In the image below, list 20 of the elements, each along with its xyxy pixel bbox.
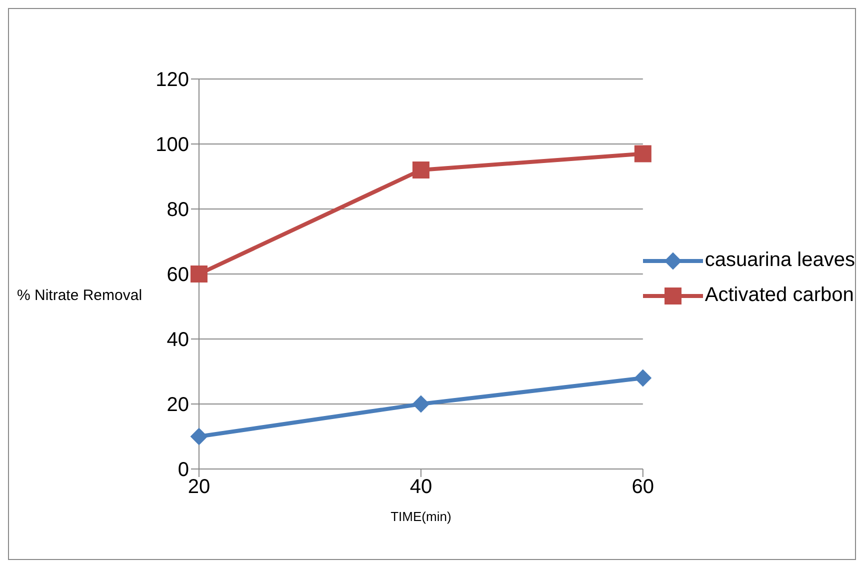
y-tick-label: 20 [166,394,189,416]
x-tick-label: 20 [188,476,210,498]
y-tick-label: 0 [178,459,189,482]
point [412,162,430,178]
y-tick-label: 80 [166,199,189,222]
y-axis-title: % Nitrate Removal [17,287,142,304]
y-tick-label: 100 [156,134,189,156]
x-tick-label: 60 [632,476,654,498]
point [634,370,652,386]
legend-label: Activated carbon [704,284,854,307]
legend-label: casuarina leaves [704,249,855,272]
point [190,428,208,445]
x-tick-label: 40 [410,476,432,498]
y-tick-label: 120 [156,69,189,92]
point [412,396,430,412]
point [190,266,208,282]
y-tick-label: 40 [166,329,189,352]
y-tick-label: 60 [166,264,189,286]
x-axis-title: TIME(min) [390,509,452,524]
point [634,145,652,162]
